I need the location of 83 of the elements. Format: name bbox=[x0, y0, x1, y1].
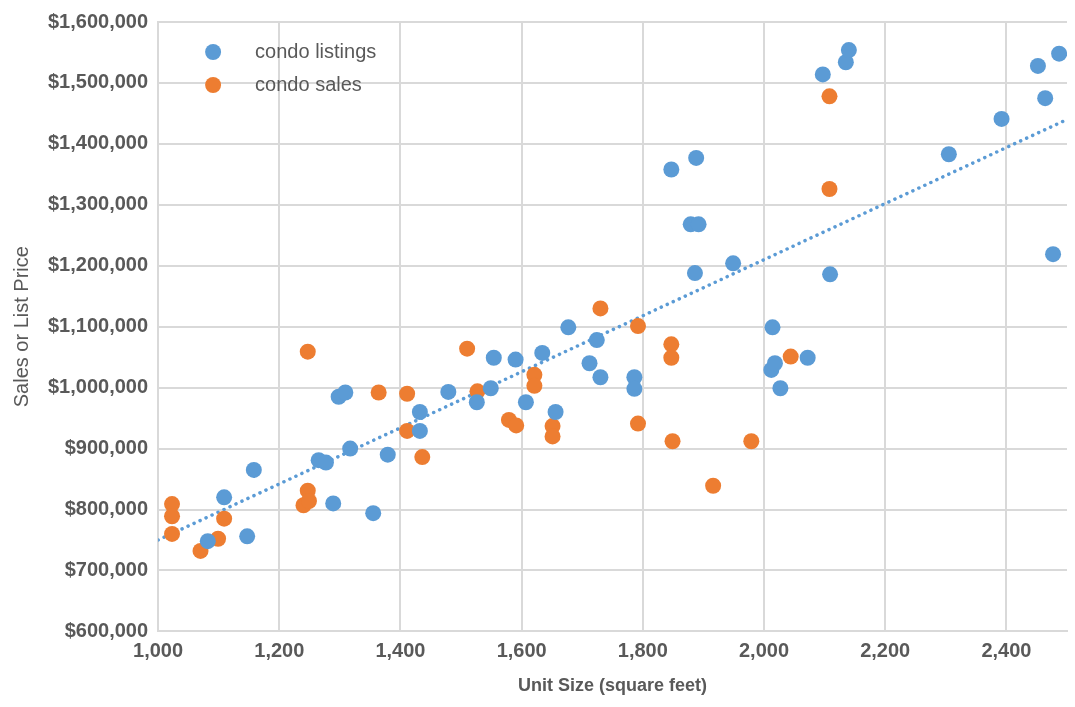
point bbox=[399, 385, 416, 402]
legend-label: condo listings bbox=[255, 39, 377, 62]
point bbox=[588, 332, 605, 349]
point bbox=[688, 149, 705, 166]
x-tick-label: 1,400 bbox=[375, 638, 426, 661]
point bbox=[299, 343, 316, 360]
point bbox=[482, 380, 499, 397]
x-tick-label: 1,800 bbox=[617, 638, 668, 661]
x-tick-label: 1,200 bbox=[254, 638, 305, 661]
point bbox=[547, 404, 564, 421]
x-tick-label: 1,600 bbox=[496, 638, 547, 661]
y-tick-label: $1,300,000 bbox=[47, 192, 149, 215]
point bbox=[822, 266, 839, 283]
point bbox=[782, 348, 799, 365]
point bbox=[216, 489, 233, 506]
point bbox=[743, 433, 760, 450]
y-tick-label: $900,000 bbox=[64, 436, 149, 459]
point bbox=[379, 446, 396, 463]
y-tick-label: $1,000,000 bbox=[47, 375, 149, 398]
point bbox=[630, 318, 646, 335]
point bbox=[164, 525, 181, 542]
point bbox=[370, 384, 387, 401]
x-tick-label: 2,000 bbox=[739, 638, 790, 661]
point bbox=[485, 349, 502, 366]
point bbox=[993, 110, 1010, 127]
point bbox=[459, 340, 476, 357]
point bbox=[772, 380, 789, 397]
x-tick-label: 2,400 bbox=[981, 638, 1032, 661]
y-tick-label: $1,200,000 bbox=[47, 253, 149, 276]
y-tick-label: $1,600,000 bbox=[47, 9, 149, 32]
y-tick-label: $700,000 bbox=[64, 557, 149, 580]
point bbox=[764, 319, 781, 336]
point bbox=[686, 265, 703, 282]
point bbox=[1029, 57, 1046, 74]
point bbox=[239, 528, 256, 545]
point bbox=[560, 319, 577, 336]
x-axis-title: Unit Size (square feet) bbox=[518, 675, 708, 696]
point bbox=[508, 417, 525, 434]
point bbox=[663, 161, 680, 178]
y-tick-label: $1,400,000 bbox=[47, 131, 149, 154]
point bbox=[468, 394, 485, 411]
y-tick-label: $1,100,000 bbox=[47, 314, 149, 337]
point bbox=[440, 383, 457, 400]
point bbox=[663, 336, 680, 353]
point bbox=[164, 508, 181, 525]
point bbox=[517, 394, 534, 411]
point bbox=[766, 355, 783, 372]
point bbox=[507, 351, 524, 368]
y-tick-label: $1,500,000 bbox=[47, 70, 149, 93]
point bbox=[1037, 90, 1054, 107]
point bbox=[840, 42, 857, 59]
y-axis-title: Sales or List Price bbox=[9, 246, 32, 408]
point bbox=[814, 66, 831, 83]
point bbox=[216, 510, 233, 527]
point bbox=[663, 349, 680, 366]
point bbox=[664, 433, 681, 450]
legend-label: condo sales bbox=[255, 72, 362, 95]
y-tick-label: $600,000 bbox=[64, 618, 149, 641]
point bbox=[592, 300, 609, 317]
point bbox=[414, 449, 431, 466]
point bbox=[199, 533, 216, 550]
point bbox=[630, 415, 646, 432]
point bbox=[581, 355, 598, 372]
point bbox=[799, 349, 816, 366]
x-tick-label: 1,000 bbox=[133, 638, 184, 661]
point bbox=[325, 495, 342, 512]
x-tick-label: 2,200 bbox=[860, 638, 911, 661]
point bbox=[337, 384, 354, 401]
point bbox=[821, 180, 838, 197]
point bbox=[411, 422, 428, 439]
point bbox=[1045, 246, 1062, 263]
point bbox=[342, 440, 359, 457]
point bbox=[534, 344, 551, 361]
point bbox=[592, 369, 609, 386]
point bbox=[940, 146, 957, 163]
point bbox=[365, 505, 382, 522]
y-tick-label: $800,000 bbox=[64, 497, 149, 520]
point bbox=[245, 461, 262, 478]
point bbox=[411, 404, 428, 421]
point bbox=[1051, 45, 1067, 62]
point bbox=[725, 255, 742, 272]
point bbox=[821, 88, 838, 105]
point bbox=[705, 477, 722, 494]
